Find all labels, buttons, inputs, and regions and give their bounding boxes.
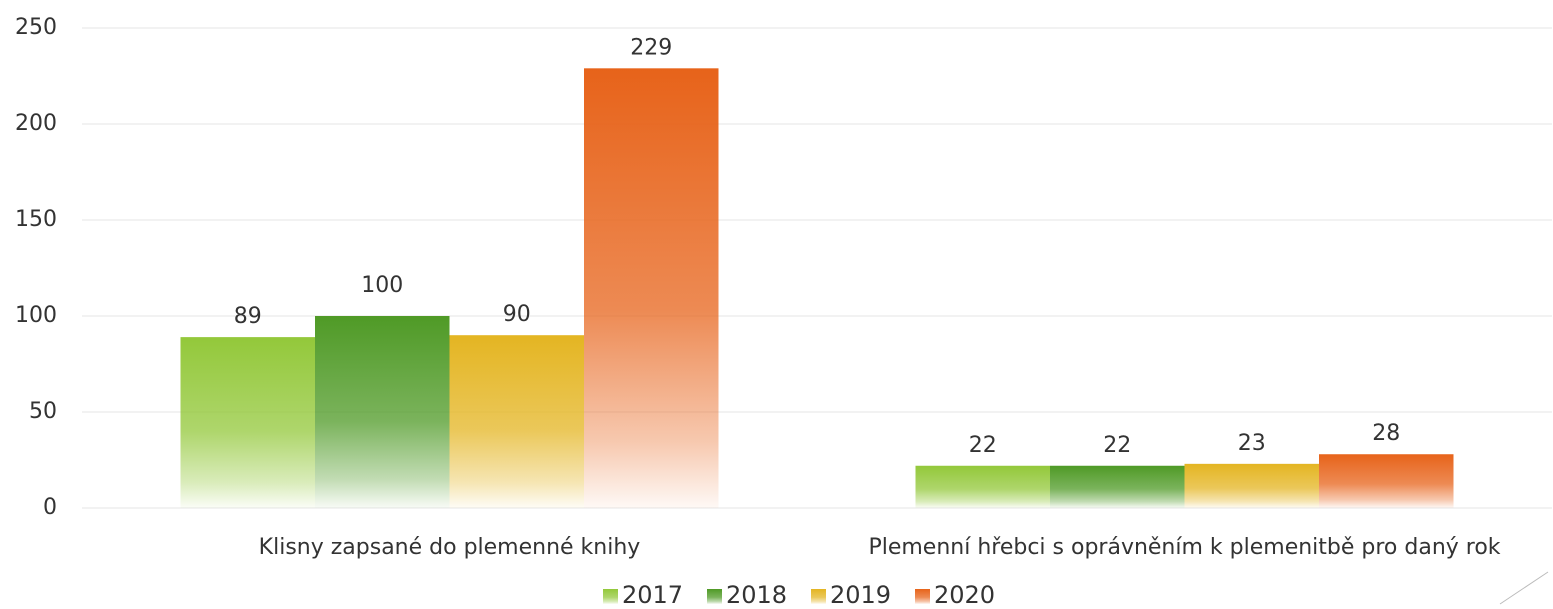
data-label: 90 bbox=[503, 302, 531, 327]
data-label: 28 bbox=[1372, 421, 1400, 446]
legend-swatch bbox=[707, 589, 722, 604]
y-tick-label: 50 bbox=[29, 399, 57, 424]
legend-swatch bbox=[915, 589, 930, 604]
x-tick-label: Plemenní hřebci s oprávněním k plemenitb… bbox=[868, 535, 1500, 560]
legend-label: 2018 bbox=[726, 581, 787, 609]
legend-label: 2019 bbox=[830, 581, 891, 609]
bar bbox=[584, 68, 719, 508]
corner-decoration bbox=[1499, 571, 1549, 605]
data-label: 22 bbox=[1103, 433, 1131, 458]
bar bbox=[915, 465, 1050, 508]
bar bbox=[180, 337, 315, 508]
legend-label: 2017 bbox=[622, 581, 683, 609]
data-label: 100 bbox=[361, 273, 403, 298]
x-tick-label: Klisny zapsané do plemenné knihy bbox=[259, 535, 641, 560]
bar bbox=[449, 335, 584, 508]
data-label: 89 bbox=[234, 304, 262, 329]
legend-swatch bbox=[811, 589, 826, 604]
bar bbox=[1050, 465, 1185, 508]
bar bbox=[1184, 463, 1319, 508]
data-label: 23 bbox=[1238, 431, 1266, 456]
y-tick-label: 100 bbox=[15, 303, 57, 328]
y-tick-label: 150 bbox=[15, 207, 57, 232]
legend-swatch bbox=[603, 589, 618, 604]
bar bbox=[315, 316, 450, 508]
data-label: 229 bbox=[630, 35, 672, 60]
bar bbox=[1319, 454, 1454, 508]
legend-label: 2020 bbox=[934, 581, 995, 609]
y-tick-label: 200 bbox=[15, 111, 57, 136]
y-tick-label: 250 bbox=[15, 15, 57, 40]
data-label: 22 bbox=[969, 433, 997, 458]
y-tick-label: 0 bbox=[43, 495, 57, 520]
